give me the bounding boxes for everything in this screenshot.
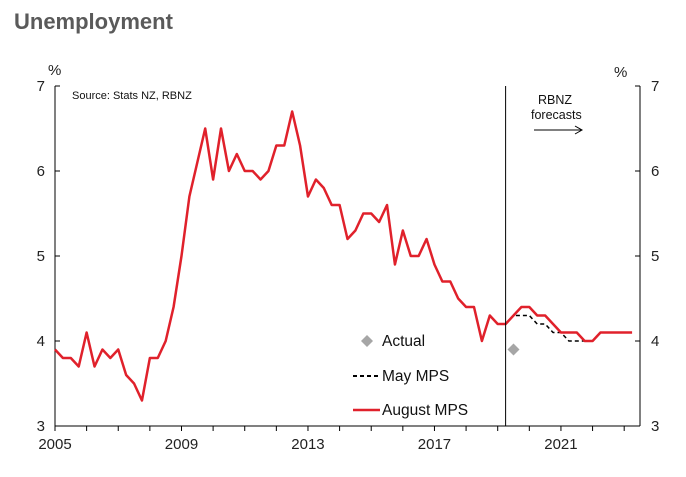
x-tick-label-2021: 2021 <box>544 436 577 453</box>
source-note: Source: Stats NZ, RBNZ <box>72 90 192 102</box>
x-tick-label-2013: 2013 <box>291 436 324 453</box>
series-line-august-mps <box>54 110 633 402</box>
legend-item-actual: Actual <box>361 333 425 350</box>
legend-label-actual: Actual <box>382 333 425 350</box>
y-tick-label-right-5: 5 <box>651 248 659 265</box>
legend-item-may-mps: May MPS <box>353 368 449 385</box>
y-tick-label-right-3: 3 <box>651 418 659 435</box>
series-line-may-mps <box>505 314 633 342</box>
series-actual <box>507 343 520 356</box>
y-tick-label-left-7: 7 <box>37 78 45 95</box>
y-tick-label-right-4: 4 <box>651 333 659 350</box>
y-tick-label-left-6: 6 <box>37 163 45 180</box>
y-tick-label-right-6: 6 <box>651 163 659 180</box>
legend: Actual May MPS August MPS <box>353 333 468 419</box>
forecast-label-line1: RBNZ <box>538 93 572 107</box>
forecast-arrow-icon <box>534 125 584 135</box>
x-axis-ticks: 2005 2009 2013 2017 2021 <box>38 426 625 453</box>
legend-label-august-mps: August MPS <box>382 402 468 419</box>
series-layer <box>54 110 633 402</box>
left-axis-unit: % <box>48 62 61 79</box>
series-may-mps <box>505 314 633 342</box>
series-august-mps <box>54 110 633 402</box>
legend-label-may-mps: May MPS <box>382 368 449 385</box>
right-axis-unit: % <box>614 64 627 81</box>
chart-axes <box>54 86 641 427</box>
diamond-marker-icon <box>361 335 373 347</box>
y-axis-ticks: 3 3 4 4 5 5 6 6 7 7 <box>37 78 660 435</box>
x-tick-label-2009: 2009 <box>165 436 198 453</box>
data-point-actual-0 <box>507 343 520 356</box>
x-tick-label-2005: 2005 <box>38 436 71 453</box>
y-tick-label-left-3: 3 <box>37 418 45 435</box>
y-tick-label-left-5: 5 <box>37 248 45 265</box>
forecast-label-line2: forecasts <box>531 108 582 122</box>
legend-item-august-mps: August MPS <box>353 402 468 419</box>
y-tick-label-right-7: 7 <box>651 78 659 95</box>
y-tick-label-left-4: 4 <box>37 333 45 350</box>
x-tick-label-2017: 2017 <box>418 436 451 453</box>
chart-title: Unemployment <box>14 9 174 34</box>
